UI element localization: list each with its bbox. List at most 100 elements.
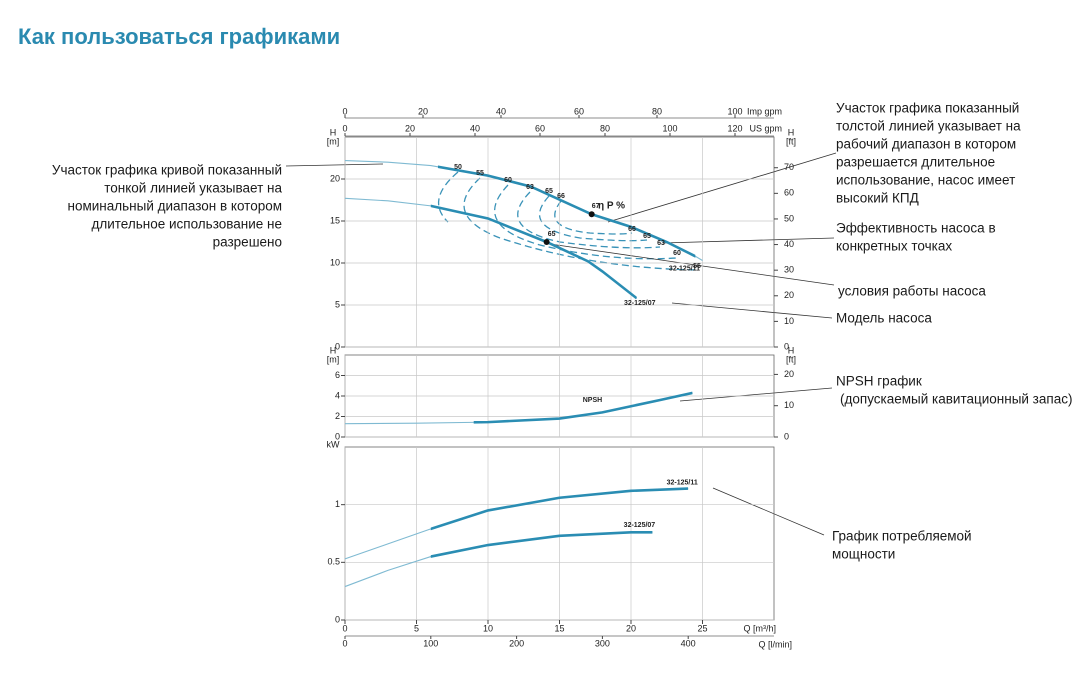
efficiency-label: 50 (454, 164, 462, 171)
leader-line (671, 302, 833, 319)
y-tick-label: 0.5 (327, 557, 340, 567)
y2-tick-label: 50 (784, 213, 794, 223)
bottom-tick-label: 0 (342, 638, 347, 648)
bottom-axis-label: Q [l/min] (758, 639, 792, 649)
curve-thick (437, 165, 696, 258)
y2-axis-label: H (788, 345, 795, 355)
y2-axis-label: H (788, 127, 795, 137)
y2-axis-unit: [ft] (786, 136, 796, 146)
annotation-text: рабочий диапазон в котором (836, 137, 1016, 152)
efficiency-isoline (437, 171, 459, 223)
y-axis-label: H (330, 127, 337, 137)
top-axis-label: Imp gpm (747, 106, 782, 116)
y2-tick-label: 20 (784, 290, 794, 300)
y2-tick-label: 20 (784, 369, 794, 379)
annotation-text: использование, насос имеет (836, 173, 1015, 188)
efficiency-isolines (437, 171, 698, 271)
top-tick-label: 40 (470, 123, 480, 133)
annotation-text: NPSH график (836, 374, 922, 389)
x-tick-label: 5 (414, 623, 419, 633)
annotation-text: График потребляемой (832, 529, 972, 544)
y-tick-label: 15 (330, 215, 340, 225)
y-tick-label: 5 (335, 299, 340, 309)
efficiency-unit: η P % (598, 201, 625, 212)
top-tick-label: 20 (418, 106, 428, 116)
annotation-text: Участок графика показанный (836, 101, 1019, 116)
annotation-text: мощности (832, 547, 895, 562)
page-title: Как пользоваться графиками (18, 24, 340, 49)
y-tick-label: 10 (330, 257, 340, 267)
top-tick-label: 20 (405, 123, 415, 133)
annotation-text: длительное использование не (91, 217, 282, 232)
y-axis-label: kW (327, 439, 341, 449)
efficiency-label: 60 (673, 250, 681, 257)
y2-tick-label: 30 (784, 265, 794, 275)
curve-label: 32-125/07 (624, 522, 656, 529)
efficiency-label: 63 (526, 184, 534, 191)
top-tick-label: 0 (342, 106, 347, 116)
x-tick-label: 20 (626, 623, 636, 633)
efficiency-label: 66 (628, 226, 636, 233)
leader-line (549, 243, 835, 286)
annotation-text: разрешается длительное (836, 155, 995, 170)
y2-tick-label: 0 (784, 341, 789, 351)
annotation-text: номинальный диапазон в котором (68, 199, 282, 214)
y-tick-label: 0 (335, 431, 340, 441)
leader-line (662, 237, 835, 244)
top-tick-label: 120 (727, 123, 742, 133)
curve-thick (430, 531, 653, 558)
y2-axis-unit: [ft] (786, 354, 796, 364)
annotation-text: Эффективность насоса в (836, 221, 996, 236)
y-tick-label: 6 (335, 370, 340, 380)
top-tick-label: 80 (600, 123, 610, 133)
efficiency-label: 60 (504, 177, 512, 184)
duty-point-label: 65 (548, 231, 556, 238)
annotation-text: Модель насоса (836, 311, 932, 326)
duty-point-label: 67 (592, 203, 600, 210)
annotation-text: толстой линией указывает на (836, 119, 1021, 134)
leader-line (607, 152, 837, 223)
curve-thick (430, 487, 689, 531)
annotation-text: условия работы насоса (838, 284, 986, 299)
efficiency-label: 55 (693, 263, 701, 270)
curve-thin (344, 531, 653, 588)
y2-tick-label: 0 (784, 431, 789, 441)
annotation-text: (допускаемый кавитационный запас) (840, 392, 1072, 407)
leader-lines (285, 152, 837, 536)
curve-thick (430, 204, 637, 300)
bottom-tick-label: 400 (681, 638, 696, 648)
curve-label: 32-125/11 (669, 265, 700, 272)
efficiency-isoline (493, 184, 678, 260)
y-axis-label: H (330, 345, 337, 355)
curve-thin (344, 392, 693, 425)
annotation-text: разрешено (213, 235, 282, 250)
efficiency-label: 65 (545, 188, 553, 195)
y-tick-label: 2 (335, 411, 340, 421)
top-tick-label: 100 (727, 106, 742, 116)
y-axis-unit: [m] (327, 136, 340, 146)
efficiency-label: 63 (657, 240, 665, 247)
curve-label: NPSH (583, 397, 602, 404)
curve-label: 32-125/11 (667, 479, 698, 486)
x-tick-label: 15 (554, 623, 564, 633)
top-tick-label: 60 (574, 106, 584, 116)
y-axis-unit: [m] (327, 354, 340, 364)
y2-tick-label: 10 (784, 400, 794, 410)
annotation-text: Участок графика кривой показанный (52, 163, 282, 178)
top-tick-label: 40 (496, 106, 506, 116)
leader-line (679, 387, 833, 402)
leader-line (712, 487, 825, 536)
efficiency-isoline (517, 191, 661, 249)
x-tick-label: 10 (483, 623, 493, 633)
top-tick-label: 100 (662, 123, 677, 133)
top-tick-label: 0 (342, 123, 347, 133)
bottom-tick-label: 100 (423, 638, 438, 648)
top-axis-label: US gpm (749, 123, 782, 133)
y-tick-label: 20 (330, 173, 340, 183)
y-tick-label: 4 (335, 390, 340, 400)
y2-tick-label: 60 (784, 188, 794, 198)
efficiency-label: 55 (476, 170, 484, 177)
curve-thick (473, 391, 693, 424)
y-tick-label: 1 (335, 499, 340, 509)
curve-label: 32-125/07 (624, 300, 656, 307)
